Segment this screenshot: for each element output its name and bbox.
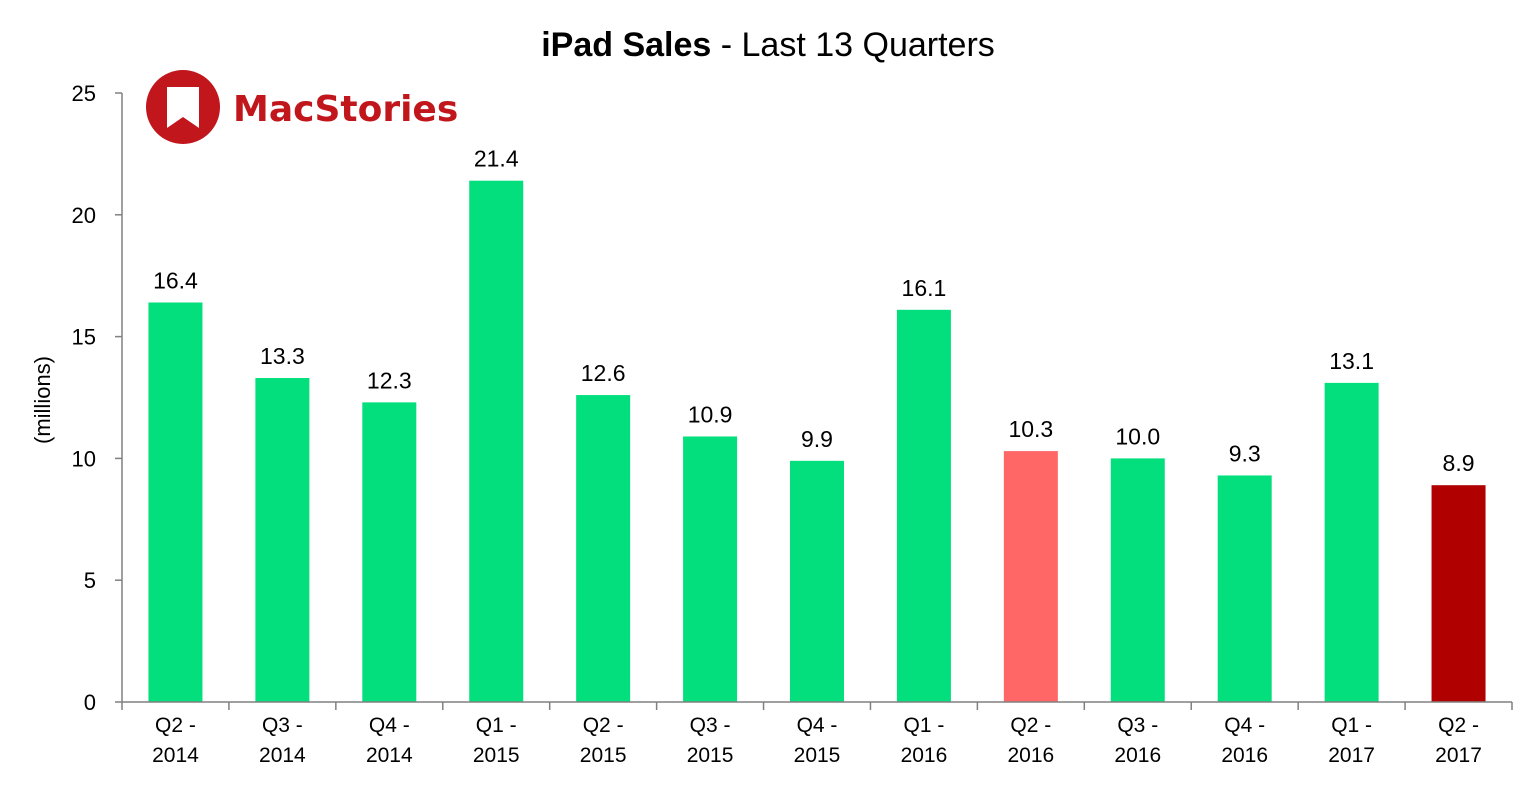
x-tick-label: Q2 -2016: [1007, 714, 1054, 767]
data-label: 12.3: [367, 367, 412, 393]
x-tick-label: Q1 -2016: [901, 714, 948, 767]
bar: [683, 436, 738, 702]
y-tick-label: 25: [72, 81, 96, 106]
data-label: 8.9: [1443, 450, 1475, 476]
bars-group: [148, 180, 1486, 703]
x-tick-label: Q2 -2014: [152, 714, 199, 767]
value-labels-group: 16.4 13.3 12.3 21.4 12.6 10.9 9.9 16.1 10.3 10.0 9…: [153, 146, 1474, 477]
y-tick-label: 5: [84, 568, 96, 593]
x-tick-label: Q4 -2016: [1221, 714, 1268, 767]
y-tick-label: 20: [72, 203, 96, 228]
x-tick-label: Q3 -2015: [687, 714, 734, 767]
chart-title-bold: iPad Sales: [541, 26, 711, 64]
data-label: 21.4: [474, 146, 519, 172]
data-label: 12.6: [581, 360, 626, 386]
x-tick-label: Q2 -2017: [1435, 714, 1482, 767]
data-label: 13.3: [260, 343, 305, 369]
bar: [148, 302, 203, 702]
bar: [1110, 458, 1165, 702]
bar: [1431, 485, 1486, 702]
data-label: 10.9: [688, 401, 733, 427]
y-axis-title: (millions): [30, 356, 55, 444]
y-tick-label: 10: [72, 446, 96, 471]
bar: [362, 402, 417, 702]
data-label: 10.0: [1115, 423, 1160, 449]
x-tick-label: Q3 -2016: [1114, 714, 1161, 767]
x-tick-label: Q1 -2015: [473, 714, 520, 767]
x-tick-label: Q4 -2014: [366, 714, 413, 767]
bar: [1003, 451, 1058, 702]
y-tick-label: 0: [84, 690, 96, 715]
data-label: 13.1: [1329, 348, 1374, 374]
chart-title-rest: - Last 13 Quarters: [711, 26, 994, 64]
logo-text: MacStories: [233, 89, 458, 130]
data-label: 16.1: [902, 275, 947, 301]
bar: [576, 395, 631, 702]
x-axis: Q2 -2014 Q3 -2014 Q4 -2014 Q1 -2015 Q2 -2015…: [121, 701, 1513, 767]
bar: [1324, 382, 1379, 702]
macstories-logo: MacStories: [146, 70, 458, 144]
bar: [1217, 475, 1272, 702]
bar: [255, 378, 310, 702]
data-label: 9.9: [801, 426, 833, 452]
bookmark-icon: [167, 87, 199, 128]
bar: [896, 309, 951, 702]
chart-title: iPad Sales - Last 13 Quarters: [541, 26, 995, 64]
data-label: 16.4: [153, 267, 198, 293]
bar: [790, 460, 844, 702]
y-tick-label: 15: [72, 325, 96, 350]
bar: [469, 180, 524, 703]
x-tick-label: Q3 -2014: [259, 714, 306, 767]
x-tick-label: Q2 -2015: [580, 714, 627, 767]
y-axis: 0 5 10 15 20 25: [72, 81, 123, 715]
x-tick-label: Q1 -2017: [1328, 714, 1375, 767]
data-label: 10.3: [1008, 416, 1053, 442]
x-tick-label: Q4 -2015: [794, 714, 841, 767]
data-label: 9.3: [1229, 440, 1261, 466]
